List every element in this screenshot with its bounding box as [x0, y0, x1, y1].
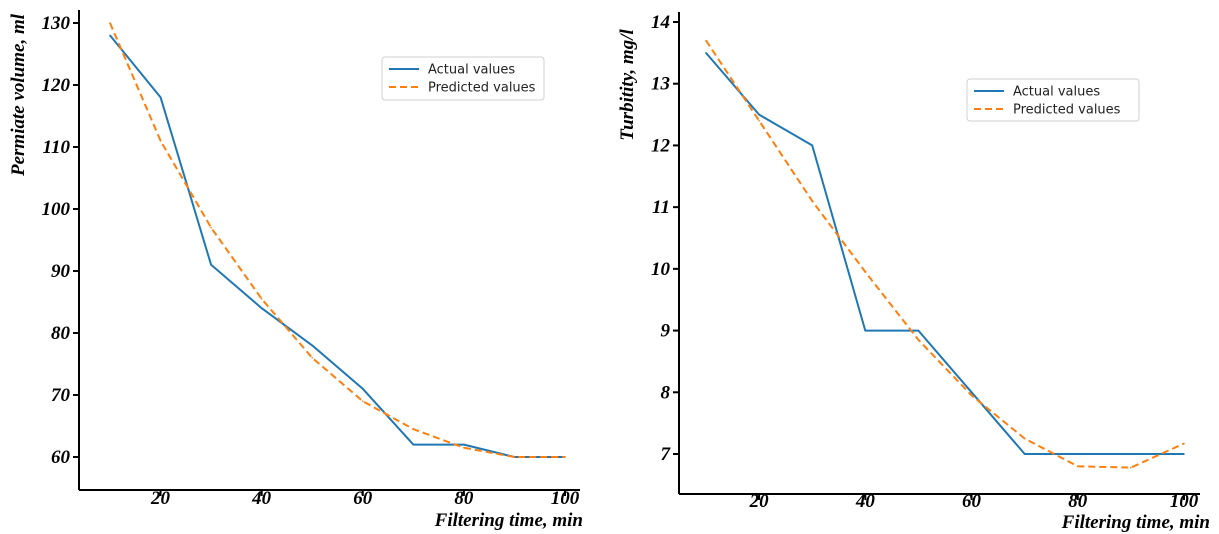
predicted-value-point	[1023, 437, 1026, 440]
legend-label-predicted: Predicted values	[428, 81, 536, 96]
x-tick-label: 40	[855, 491, 876, 512]
predicted-values-line	[109, 22, 565, 458]
legend: Actual values Predicted values	[381, 56, 545, 101]
actual-value-point	[412, 443, 415, 446]
x-axis-title: Filtering time, min	[434, 510, 583, 531]
actual-value-point	[1076, 453, 1079, 455]
predicted-value-point	[210, 226, 212, 229]
actual-value-point	[970, 391, 973, 394]
predicted-value-point	[1183, 442, 1185, 445]
y-tick-label: 100	[42, 199, 71, 220]
x-tick-label: 80	[454, 488, 474, 509]
actual-value-point	[811, 144, 814, 147]
predicted-value-point	[1130, 466, 1132, 469]
y-tick-label: 70	[51, 385, 71, 406]
predicted-value-point	[412, 428, 415, 430]
predicted-value-point	[361, 400, 364, 403]
x-tick-label: 60	[962, 491, 982, 512]
x-axis-title: Filtering time, min	[1061, 512, 1210, 533]
actual-value-point	[311, 344, 314, 347]
predicted-value-point	[159, 140, 162, 142]
y-tick-label: 14	[651, 12, 670, 33]
y-tick-label: 130	[42, 13, 71, 34]
predicted-value-point	[260, 298, 263, 300]
actual-value-point	[361, 388, 364, 390]
actual-value-point	[917, 329, 920, 332]
predicted-value-point	[1076, 465, 1079, 468]
actual-values-line	[109, 34, 565, 458]
y-tick-label: 90	[51, 261, 71, 282]
actual-value-point	[1023, 453, 1026, 455]
predicted-value-point	[970, 394, 973, 397]
predicted-value-point	[463, 446, 465, 449]
actual-value-point	[864, 329, 867, 332]
y-tick-label: 11	[652, 197, 670, 218]
predicted-value-point	[311, 357, 314, 359]
predicted-values-line	[705, 39, 1185, 469]
y-tick-label: 9	[661, 321, 671, 342]
actual-values-line	[705, 52, 1184, 455]
y-axis-title: Permiate volume, ml	[8, 13, 29, 177]
predicted-value-point	[917, 339, 920, 341]
actual-value-point	[1183, 453, 1185, 455]
legend-label-actual: Actual values	[428, 63, 515, 78]
x-tick-label: 100	[551, 488, 580, 509]
actual-value-point	[705, 52, 707, 54]
y-tick-label: 8	[661, 382, 671, 403]
predicted-value-point	[564, 456, 566, 458]
predicted-value-point	[513, 456, 516, 458]
x-tick-label: 40	[251, 488, 272, 509]
actual-value-point	[109, 34, 111, 37]
x-tick-label: 100	[1170, 491, 1199, 512]
predicted-value-point	[109, 22, 111, 24]
x-tick-label: 20	[749, 491, 770, 512]
legend-label-actual: Actual values	[1013, 85, 1100, 100]
actual-value-point	[260, 307, 263, 310]
y-tick-label: 13	[651, 74, 670, 95]
legend: Actual values Predicted values	[966, 78, 1140, 122]
actual-value-point	[463, 443, 465, 446]
y-tick-label: 60	[51, 447, 71, 468]
y-tick-label: 80	[51, 323, 71, 344]
x-tick-label: 60	[353, 488, 373, 509]
actual-value-point	[210, 264, 212, 266]
y-tick-label: 7	[661, 444, 672, 465]
legend-box	[966, 78, 1140, 122]
predicted-value-point	[705, 39, 707, 42]
legend-label-predicted: Predicted values	[1013, 103, 1121, 118]
predicted-value-point	[811, 200, 814, 202]
legend-box	[381, 56, 545, 101]
y-tick-label: 120	[42, 75, 71, 96]
actual-value-point	[1130, 453, 1132, 455]
y-axis-title: Turbitity, mg/l	[617, 29, 638, 141]
actual-value-point	[159, 96, 162, 99]
y-tick-label: 110	[43, 137, 71, 158]
x-tick-label: 80	[1068, 491, 1088, 512]
x-tick-label: 20	[150, 488, 171, 509]
y-tick-label: 12	[651, 135, 671, 156]
predicted-value-point	[864, 271, 867, 273]
y-tick-label: 10	[651, 259, 671, 280]
predicted-value-point	[758, 119, 760, 122]
actual-value-point	[758, 113, 760, 116]
